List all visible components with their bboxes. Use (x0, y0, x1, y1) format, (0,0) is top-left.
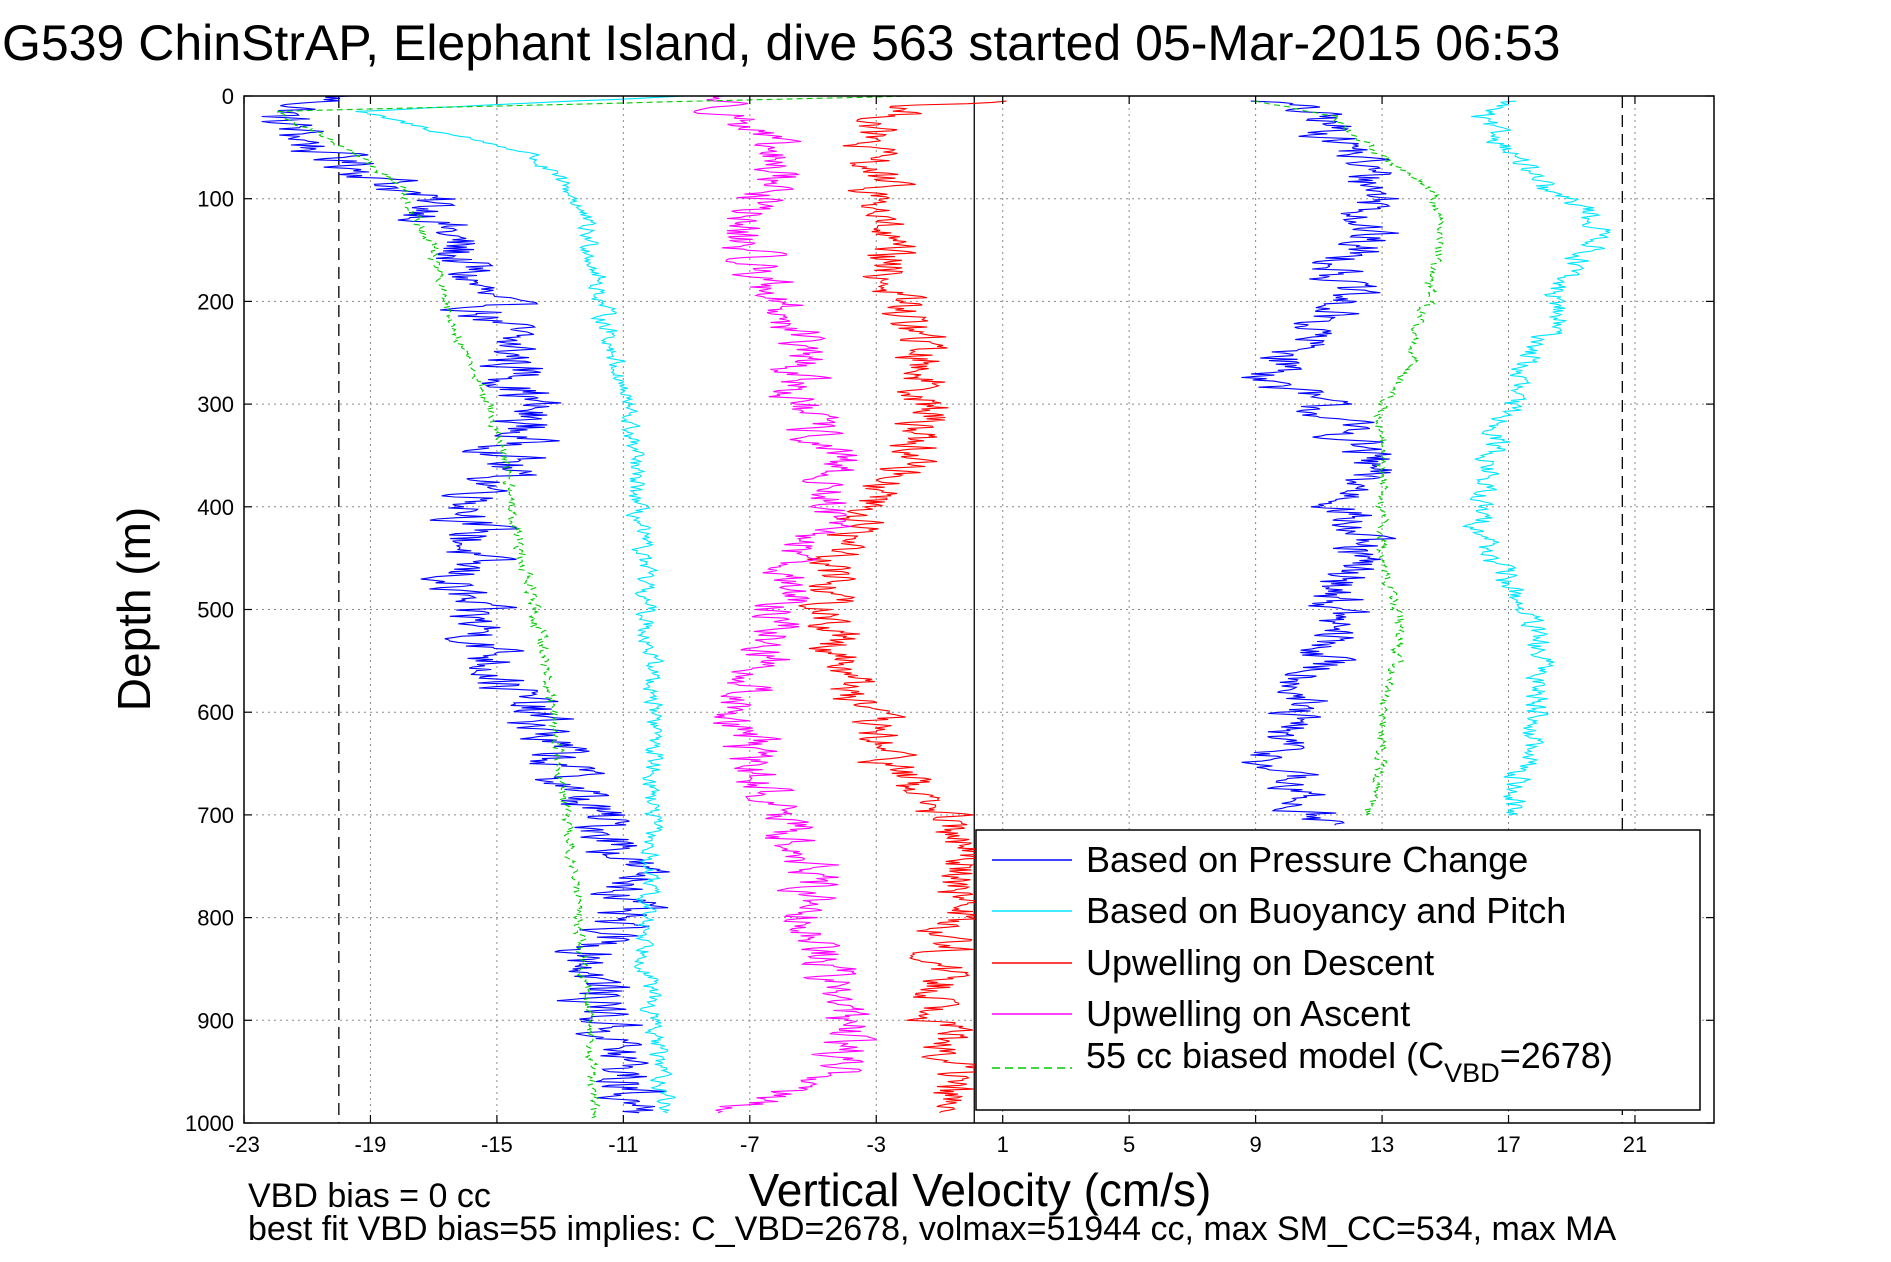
y-tick-label: 200 (197, 289, 234, 314)
y-axis-label: Depth (m) (108, 507, 160, 711)
series-line-2 (355, 95, 687, 1114)
x-tick-label: 1 (997, 1132, 1009, 1157)
x-ticks: -23 -19 -15 -11 -7 -3 1 5 9 13 17 21 (228, 96, 1647, 1157)
chart-title: G539 ChinStrAP, Elephant Island, dive 56… (2, 15, 1560, 71)
x-axis-label: Vertical Velocity (cm/s) (749, 1164, 1212, 1216)
legend-label-descent: Upwelling on Descent (1086, 942, 1434, 983)
series-line-0 (261, 95, 670, 1114)
footer-line-2: best fit VBD bias=55 implies: C_VBD=2678… (248, 1210, 1617, 1248)
series-line-5 (693, 95, 878, 1114)
legend-label-model: 55 cc biased model (CVBD=2678) (1086, 1035, 1613, 1088)
x-tick-label: 9 (1249, 1132, 1261, 1157)
footer-line-1: VBD bias = 0 cc (248, 1177, 491, 1215)
legend-box (975, 829, 1701, 1111)
legend-label-buoyancy: Based on Buoyancy and Pitch (1086, 890, 1566, 931)
legend-label-ascent: Upwelling on Ascent (1086, 993, 1410, 1034)
legend-label-model-suffix: =2678) (1500, 1035, 1613, 1076)
y-tick-label: 300 (197, 392, 234, 417)
x-tick-label: -7 (740, 1132, 760, 1157)
x-tick-label: 5 (1123, 1132, 1135, 1157)
x-tick-label: 21 (1623, 1132, 1647, 1157)
series-line-6 (275, 95, 913, 1119)
y-tick-label: 600 (197, 700, 234, 725)
legend: Based on Pressure Change Based on Buoyan… (975, 829, 1701, 1111)
x-tick-label: -23 (228, 1132, 260, 1157)
x-tick-label: -3 (866, 1132, 886, 1157)
x-tick-label: -15 (481, 1132, 513, 1157)
x-tick-label: -19 (355, 1132, 387, 1157)
y-tick-label: 400 (197, 495, 234, 520)
y-tick-label: 500 (197, 598, 234, 623)
x-tick-label: -11 (608, 1132, 638, 1157)
y-tick-label: 800 (197, 906, 234, 931)
legend-label-model-main: 55 cc biased model (C (1086, 1035, 1444, 1076)
y-tick-label: 700 (197, 803, 234, 828)
legend-label-pressure: Based on Pressure Change (1086, 839, 1528, 880)
series-layer (261, 95, 1611, 1119)
x-tick-label: 17 (1496, 1132, 1520, 1157)
x-tick-label: 13 (1370, 1132, 1394, 1157)
series-line-7 (1254, 100, 1446, 816)
y-tick-label: 100 (197, 187, 234, 212)
y-tick-label: 0 (222, 84, 234, 109)
series-line-4 (798, 100, 1007, 1114)
y-tick-label: 900 (197, 1008, 234, 1033)
y-tick-label: 1000 (185, 1111, 234, 1136)
legend-label-model-subscript: VBD (1444, 1058, 1500, 1088)
series-line-1 (1241, 100, 1399, 826)
series-line-3 (1461, 100, 1611, 816)
y-ticks: 0 100 200 300 400 500 600 700 800 900 1000 (185, 84, 1714, 1136)
